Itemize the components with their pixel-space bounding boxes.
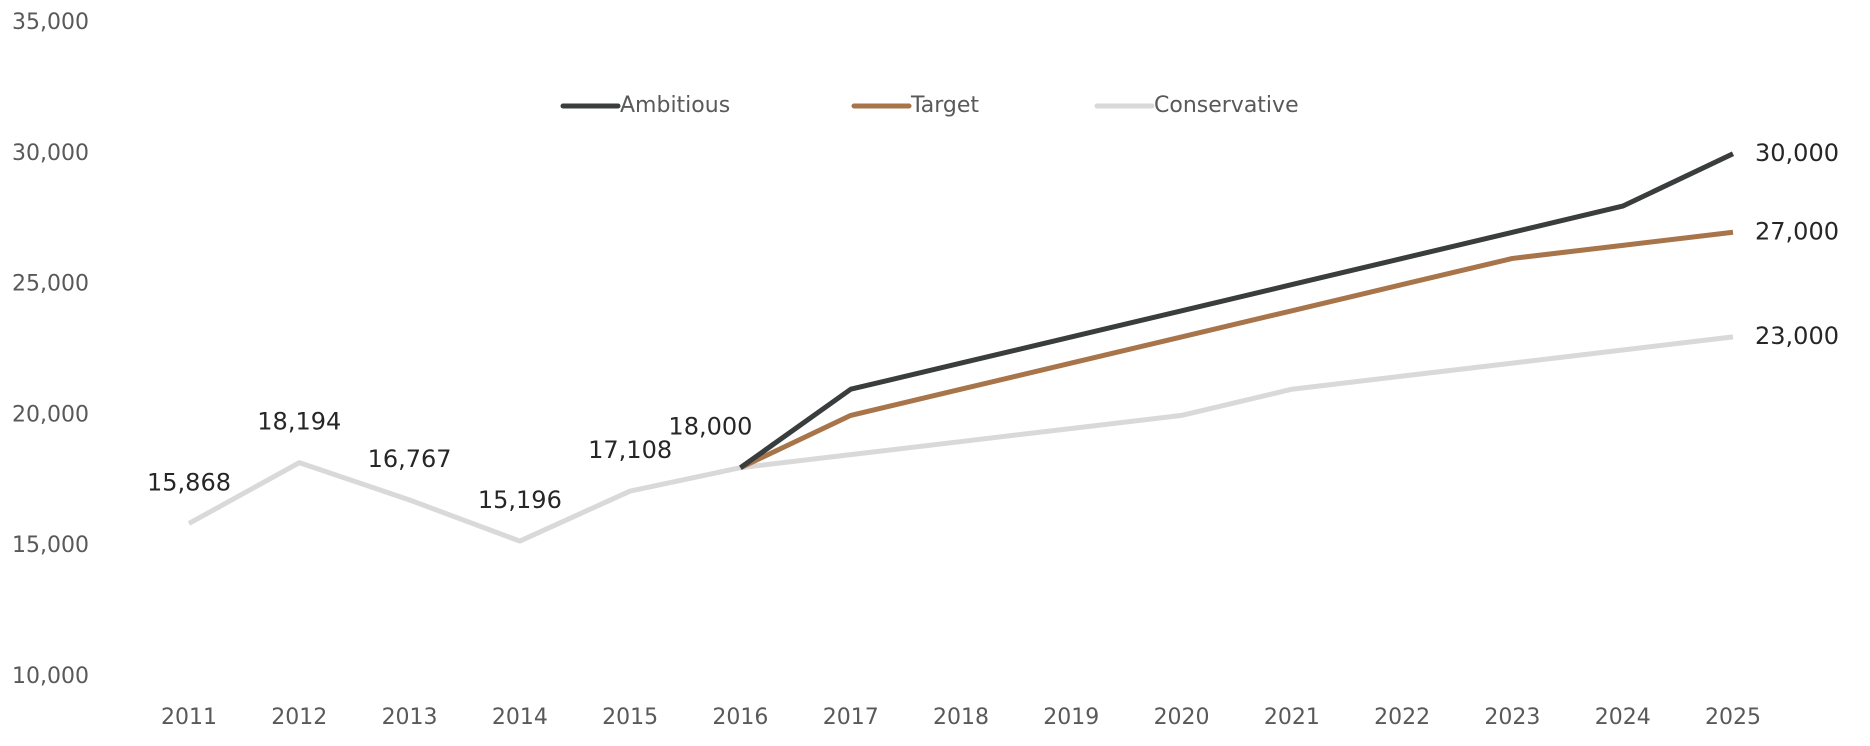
y-tick-label: 20,000	[12, 402, 89, 427]
x-tick-label: 2011	[161, 705, 217, 730]
x-tick-label: 2013	[382, 705, 438, 730]
legend-label: Ambitious	[620, 93, 730, 118]
data-label: 15,196	[478, 486, 562, 514]
x-tick-label: 2012	[271, 705, 327, 730]
legend-label: Conservative	[1154, 93, 1299, 118]
x-tick-label: 2025	[1705, 705, 1761, 730]
legend-label: Target	[910, 93, 979, 118]
y-tick-label: 35,000	[12, 10, 89, 35]
y-tick-label: 30,000	[12, 141, 89, 166]
y-tick-label: 10,000	[12, 664, 89, 689]
data-label: 15,868	[147, 468, 231, 496]
x-tick-label: 2018	[933, 705, 989, 730]
series-line	[738, 151, 1735, 470]
data-label: 18,000	[668, 413, 752, 441]
data-label: 30,000	[1755, 139, 1839, 167]
x-tick-label: 2020	[1154, 705, 1210, 730]
data-label: 17,108	[588, 436, 672, 464]
x-tick-label: 2019	[1043, 705, 1099, 730]
data-label: 16,767	[368, 445, 452, 473]
y-tick-label: 15,000	[12, 533, 89, 558]
x-tick-label: 2015	[602, 705, 658, 730]
x-tick-label: 2023	[1484, 705, 1540, 730]
series-line	[187, 334, 1734, 544]
x-tick-label: 2022	[1374, 705, 1430, 730]
x-tick-label: 2021	[1264, 705, 1320, 730]
data-label: 27,000	[1755, 217, 1839, 245]
x-tick-label: 2024	[1595, 705, 1651, 730]
x-tick-label: 2017	[823, 705, 879, 730]
x-tick-label: 2016	[712, 705, 768, 730]
data-label: 18,194	[257, 408, 341, 436]
series-line	[739, 229, 1734, 470]
x-tick-label: 2014	[492, 705, 548, 730]
data-label: 23,000	[1755, 322, 1839, 350]
y-tick-label: 25,000	[12, 272, 89, 297]
